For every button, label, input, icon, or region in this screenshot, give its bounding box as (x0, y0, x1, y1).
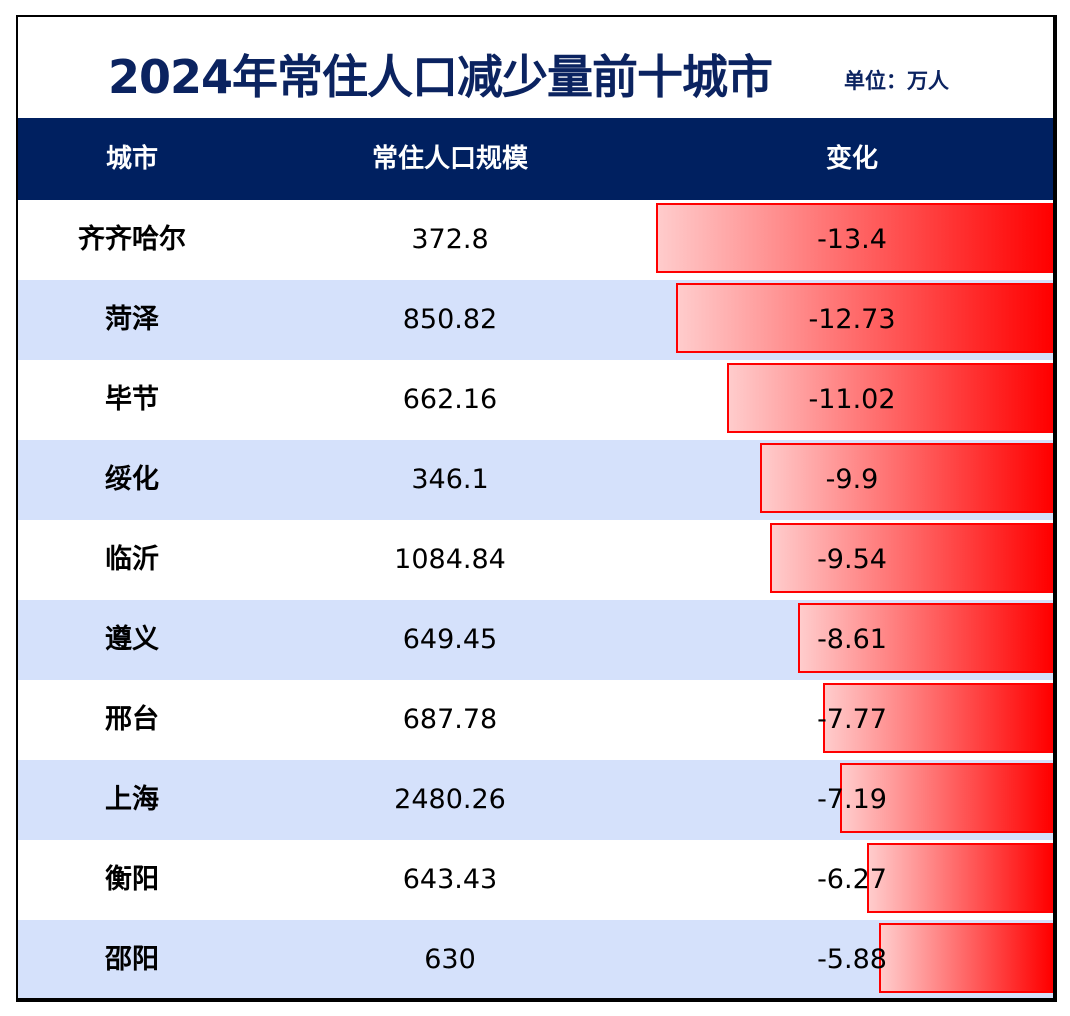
city-name: 邢台 (105, 704, 159, 735)
header-city: 城市 (105, 144, 158, 174)
change-value: -9.54 (817, 544, 887, 575)
table-row: 绥化 346.1 -9.9 (18, 440, 1053, 520)
change-bar (797, 603, 1053, 673)
city-name: 邵阳 (105, 944, 159, 975)
population-value: 2480.26 (394, 784, 506, 815)
population-value: 643.43 (402, 864, 498, 895)
table-row: 临沂 1084.84 -9.54 (18, 520, 1053, 600)
change-value: -13.4 (817, 224, 887, 255)
population-value: 630 (424, 944, 476, 975)
population-value: 649.45 (402, 624, 498, 655)
unit-label: 单位：万人 (844, 69, 949, 93)
city-name: 临沂 (105, 544, 159, 575)
city-name: 遵义 (105, 624, 159, 655)
table-row: 遵义 649.45 -8.61 (18, 600, 1053, 680)
chart-frame: 2024年常住人口减少量前十城市 单位：万人 城市 常住人口规模 变化 齐齐哈尔… (16, 15, 1057, 1002)
city-name: 上海 (105, 784, 159, 815)
header-change: 变化 (825, 144, 878, 174)
city-name: 衡阳 (105, 864, 159, 895)
table-row: 齐齐哈尔 372.8 -13.4 (18, 200, 1053, 280)
table-row: 邢台 687.78 -7.77 (18, 680, 1053, 760)
city-name: 毕节 (105, 384, 159, 415)
change-bar (726, 363, 1053, 433)
change-value: -5.88 (817, 944, 887, 975)
population-value: 850.82 (402, 304, 498, 335)
change-bar (822, 683, 1053, 753)
change-value: -7.19 (817, 784, 887, 815)
change-value: -8.61 (817, 624, 887, 655)
change-bar (759, 443, 1053, 513)
table-row: 毕节 662.16 -11.02 (18, 360, 1053, 440)
city-name: 绥化 (105, 464, 159, 495)
population-value: 662.16 (402, 384, 498, 415)
change-value: -11.02 (808, 384, 896, 415)
city-name: 齐齐哈尔 (78, 224, 186, 255)
change-value: -6.27 (817, 864, 887, 895)
change-value: -7.77 (817, 704, 887, 735)
table-header: 城市 常住人口规模 变化 (18, 118, 1053, 200)
table-row: 衡阳 643.43 -6.27 (18, 840, 1053, 920)
chart-title: 2024年常住人口减少量前十城市 (108, 50, 773, 104)
change-bar (867, 843, 1053, 913)
change-bar (770, 523, 1053, 593)
city-name: 菏泽 (105, 304, 159, 335)
table-row: 邵阳 630 -5.88 (18, 920, 1053, 998)
table-row: 上海 2480.26 -7.19 (18, 760, 1053, 840)
population-value: 1084.84 (394, 544, 506, 575)
change-bar (675, 283, 1053, 353)
change-bar (839, 763, 1053, 833)
header-population: 常住人口规模 (371, 144, 528, 174)
change-value: -12.73 (808, 304, 896, 335)
population-value: 687.78 (402, 704, 498, 735)
table-row: 菏泽 850.82 -12.73 (18, 280, 1053, 360)
population-value: 372.8 (411, 224, 489, 255)
change-value: -9.9 (825, 464, 879, 495)
change-bar (878, 923, 1053, 993)
table-body: 齐齐哈尔 372.8 -13.4 菏泽 850.82 -12.73 毕节 662.16 -11.… (18, 200, 1053, 998)
population-value: 346.1 (411, 464, 489, 495)
change-bar (656, 203, 1053, 273)
